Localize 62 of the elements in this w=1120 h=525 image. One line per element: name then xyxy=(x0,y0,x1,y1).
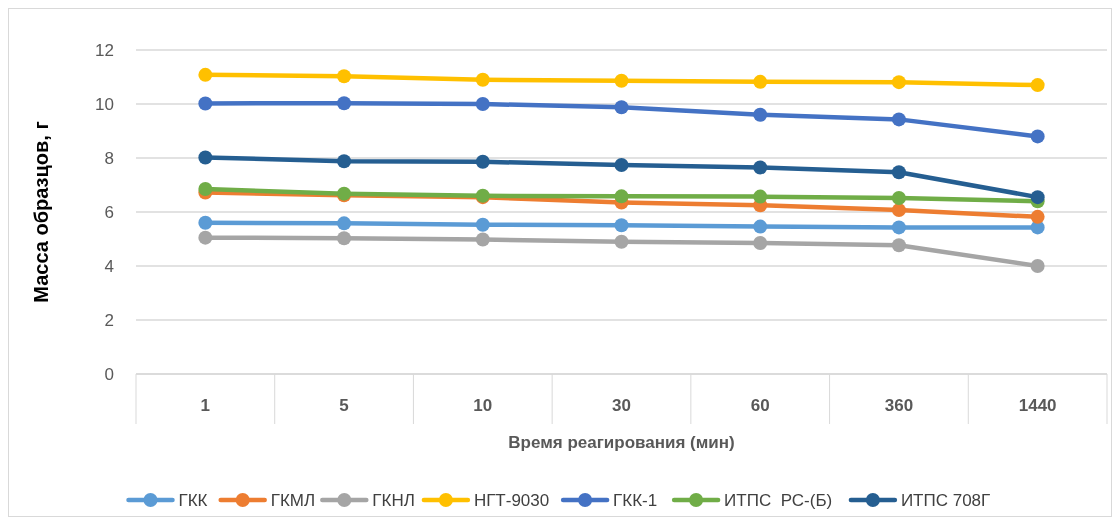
y-tick-label: 2 xyxy=(104,310,114,330)
point xyxy=(753,189,768,204)
y-tick-label: 0 xyxy=(104,364,114,384)
point xyxy=(891,165,906,180)
legend-label: ГКМЛ xyxy=(270,490,316,510)
legend-label: НГТ-9030 xyxy=(473,490,550,510)
y-tick-label: 4 xyxy=(104,256,114,276)
point xyxy=(891,112,906,127)
y-tick-label: 8 xyxy=(104,148,114,168)
point xyxy=(1030,78,1045,93)
point xyxy=(1030,129,1045,144)
point xyxy=(337,231,352,246)
point xyxy=(891,220,906,235)
x-tick-label: 60 xyxy=(750,396,770,415)
x-tick-label: 1 xyxy=(200,396,211,415)
x-tick-label: 30 xyxy=(612,396,631,415)
point xyxy=(198,67,213,82)
y-tick-label: 12 xyxy=(95,40,114,60)
point xyxy=(614,189,629,204)
x-axis-title: Время реагирования (мин) xyxy=(508,433,735,452)
point xyxy=(198,230,213,245)
x-tick-label: 10 xyxy=(473,396,493,415)
legend-label: ИТПС РС-(Б) xyxy=(724,490,833,510)
point xyxy=(475,232,490,247)
point xyxy=(337,154,352,169)
point xyxy=(337,69,352,84)
point xyxy=(198,96,213,111)
point xyxy=(614,234,629,249)
point xyxy=(753,160,768,175)
point xyxy=(891,203,906,218)
y-axis-title: Масса образцов, г xyxy=(30,121,52,303)
legend-label: ГКК-1 xyxy=(613,490,658,510)
point xyxy=(198,150,213,165)
point xyxy=(614,100,629,115)
legend-label: ГКК xyxy=(178,490,208,510)
point xyxy=(614,158,629,173)
point xyxy=(475,97,490,111)
y-tick-label: 10 xyxy=(95,94,114,114)
point xyxy=(614,218,629,233)
x-tick-label: 1440 xyxy=(1018,396,1057,415)
point xyxy=(1030,190,1045,205)
point xyxy=(614,73,629,88)
point xyxy=(891,75,906,90)
point xyxy=(753,219,768,234)
y-tick-label: 6 xyxy=(104,202,114,222)
point xyxy=(198,215,213,230)
legend-label: ГКНЛ xyxy=(372,490,415,510)
point xyxy=(475,154,490,169)
point xyxy=(891,238,906,253)
legend-label: ИТПС 708Г xyxy=(900,490,991,510)
point xyxy=(337,216,352,231)
point xyxy=(1030,259,1045,273)
x-tick-label: 5 xyxy=(339,396,349,415)
point xyxy=(891,190,906,205)
x-tick-label: 360 xyxy=(884,396,914,415)
point xyxy=(475,217,490,232)
point xyxy=(753,74,768,89)
point xyxy=(337,96,352,111)
point xyxy=(475,72,490,87)
point xyxy=(753,236,768,251)
point xyxy=(753,107,768,122)
point xyxy=(1030,209,1045,224)
